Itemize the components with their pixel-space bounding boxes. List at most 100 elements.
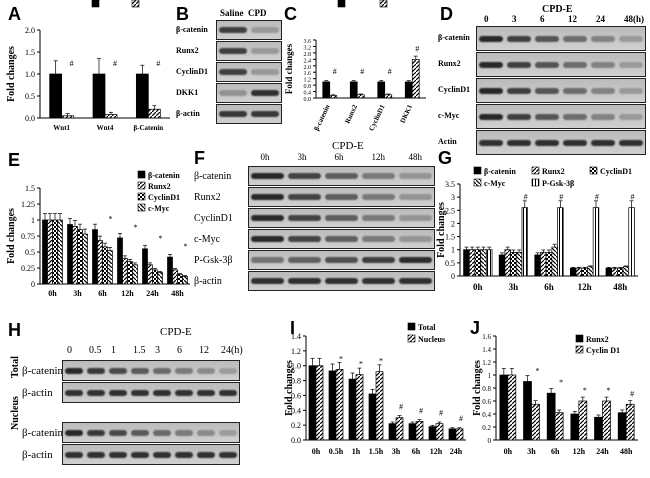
bar bbox=[557, 207, 564, 277]
blot-b-row-label: β-actin bbox=[176, 108, 200, 118]
blot-band bbox=[109, 389, 127, 396]
blot-band bbox=[325, 215, 358, 221]
blot-band bbox=[219, 27, 247, 33]
bar bbox=[67, 224, 73, 285]
y-tick-label: 1.4 bbox=[291, 332, 301, 341]
bar bbox=[135, 73, 149, 119]
blot-band bbox=[507, 87, 531, 94]
legend-swatch bbox=[91, 0, 100, 8]
y-tick-label: 0.5 bbox=[445, 259, 455, 268]
y-tick-label: 1 bbox=[31, 216, 35, 225]
blot-d-time-label: 6 bbox=[540, 14, 545, 24]
x-tick-label: 0h bbox=[312, 447, 321, 456]
blot-band bbox=[288, 236, 321, 242]
bar bbox=[375, 371, 384, 441]
x-tick-label: 0h bbox=[473, 282, 483, 292]
blot-d-row-label: β-catenin bbox=[438, 33, 470, 42]
x-tick-label: 12h bbox=[573, 447, 586, 456]
x-tick-label: 24h bbox=[596, 447, 609, 456]
blot-band bbox=[619, 35, 643, 42]
blot-band bbox=[175, 389, 193, 396]
bar bbox=[172, 269, 178, 285]
blot-band bbox=[251, 278, 284, 284]
bar bbox=[592, 207, 600, 277]
blot-band bbox=[619, 113, 643, 120]
blot-band bbox=[479, 61, 503, 68]
y-tick-label: 1.0 bbox=[25, 70, 35, 79]
y-tick-label: 0.75 bbox=[21, 232, 35, 241]
blot-band bbox=[131, 367, 149, 374]
blot-band bbox=[175, 429, 193, 436]
blot-b-row-label: β-catenin bbox=[176, 24, 208, 34]
bar bbox=[328, 370, 337, 441]
legend-swatch bbox=[531, 166, 540, 175]
bar bbox=[435, 423, 444, 441]
blot-d-row-label: Runx2 bbox=[438, 59, 461, 68]
bar bbox=[625, 403, 635, 441]
blot-h-time-label: 1.5 bbox=[133, 345, 146, 356]
blot-h-row-label: β-actin bbox=[22, 449, 53, 461]
y-axis-label: Fold changes bbox=[284, 43, 294, 94]
y-tick-label: 3 bbox=[451, 193, 455, 202]
bar bbox=[384, 94, 393, 99]
bar bbox=[177, 274, 183, 285]
y-tick-label: 1.5 bbox=[25, 48, 35, 57]
blot-band bbox=[251, 173, 284, 179]
blot-band bbox=[399, 257, 432, 263]
y-tick-label: 2.8 bbox=[304, 52, 312, 58]
blot-d-row-label: Actin bbox=[438, 137, 457, 146]
blot-band bbox=[219, 451, 237, 458]
y-axis-label: Fold changes bbox=[6, 46, 17, 102]
bar bbox=[127, 261, 133, 285]
blot-f-strip bbox=[248, 187, 435, 207]
blot-band bbox=[325, 236, 358, 242]
bar bbox=[329, 95, 338, 99]
blot-band bbox=[591, 113, 615, 120]
blot-band bbox=[219, 367, 237, 374]
significance-mark: # bbox=[70, 59, 74, 68]
legend-swatch bbox=[137, 192, 146, 201]
blot-band bbox=[65, 429, 83, 436]
blot-b-strip bbox=[216, 62, 282, 82]
blot-band bbox=[563, 87, 587, 94]
bar bbox=[42, 219, 48, 285]
blot-band bbox=[219, 69, 247, 75]
blot-b-strip bbox=[216, 20, 282, 40]
blot-h-time-label: 6 bbox=[177, 345, 182, 356]
bar bbox=[534, 254, 541, 277]
bar bbox=[72, 226, 78, 285]
blot-band bbox=[109, 451, 127, 458]
legend-label: Cyclin D1 bbox=[586, 346, 620, 355]
y-tick-label: 0.6 bbox=[482, 398, 491, 406]
y-tick-label: 3.2 bbox=[304, 45, 312, 51]
legend-label: Total bbox=[418, 323, 436, 332]
legend-label: CPD bbox=[390, 0, 407, 2]
legend-swatch bbox=[473, 166, 482, 175]
y-tick-label: 1.6 bbox=[304, 71, 312, 77]
y-axis-label: Fold changes bbox=[284, 360, 295, 416]
significance-mark: # bbox=[595, 193, 599, 202]
panel-letter-g: G bbox=[438, 148, 453, 168]
bar bbox=[474, 249, 481, 277]
blot-band bbox=[197, 429, 215, 436]
bar bbox=[523, 381, 532, 441]
blot-d-strip bbox=[476, 104, 646, 129]
y-tick-label: 0.5 bbox=[25, 248, 35, 257]
y-axis-label: Fold changes bbox=[472, 360, 483, 416]
significance-mark: # bbox=[459, 414, 463, 423]
y-tick-label: 0.0 bbox=[25, 114, 35, 123]
y-tick-label: 0.4 bbox=[304, 91, 312, 97]
y-tick-label: 0.5 bbox=[25, 92, 35, 101]
blot-f-strip bbox=[248, 166, 435, 186]
legend-label: c-Myc bbox=[148, 204, 170, 213]
significance-mark: # bbox=[415, 44, 419, 53]
y-tick-label: 1.2 bbox=[304, 78, 312, 84]
blot-band bbox=[325, 194, 358, 200]
significance-mark: * bbox=[159, 234, 163, 243]
blot-b-col-cpd: CPD bbox=[248, 8, 267, 18]
blot-band bbox=[591, 139, 615, 146]
x-tick-label: β-Catenin bbox=[133, 124, 163, 132]
x-tick-label: 6h bbox=[551, 447, 560, 456]
blot-f-row-label: Runx2 bbox=[194, 191, 221, 203]
blot-f-time-label: 48h bbox=[408, 152, 423, 162]
